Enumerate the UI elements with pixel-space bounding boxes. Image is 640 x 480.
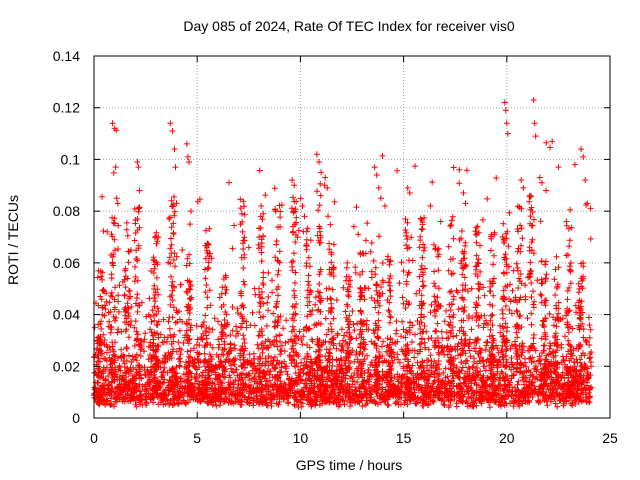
- data-point: [571, 161, 578, 168]
- data-point: [186, 221, 193, 228]
- y-tick-label: 0.04: [53, 307, 80, 323]
- data-point: [318, 169, 325, 176]
- plot-border: [93, 55, 611, 419]
- y-tick-label: 0.12: [53, 100, 80, 116]
- data-point: [491, 231, 498, 238]
- y-tick-label: 0.06: [53, 255, 80, 271]
- tick-labels: 0 5 10 15 20 25 0 0.02 0.04 0.06 0.08 0.1 0.12 0.14: [53, 48, 618, 446]
- data-point: [460, 190, 467, 197]
- data-point: [520, 184, 527, 191]
- y-axis-label: ROTI / TECUs: [5, 195, 21, 285]
- data-point: [114, 200, 121, 207]
- data-point: [437, 218, 444, 225]
- x-tick-label: 15: [396, 430, 412, 446]
- data-point: [113, 195, 120, 202]
- data-point: [355, 231, 362, 238]
- axes: [93, 55, 611, 419]
- data-point: [169, 127, 176, 134]
- roti-point-cloud: [91, 127, 595, 411]
- data-point: [530, 96, 537, 103]
- data-point: [543, 187, 550, 194]
- data-point: [502, 107, 509, 114]
- data-point: [136, 187, 143, 194]
- data-point: [578, 146, 585, 153]
- data-point: [532, 133, 539, 140]
- data-point: [580, 153, 587, 160]
- data-point: [167, 120, 174, 127]
- data-point: [518, 177, 525, 184]
- data-point: [109, 120, 116, 127]
- y-tick-label: 0.08: [53, 203, 80, 219]
- data-point: [324, 184, 331, 191]
- data-point: [299, 202, 306, 209]
- data-point: [555, 164, 562, 171]
- data-point: [260, 210, 267, 217]
- data-point: [183, 140, 190, 147]
- data-point: [382, 202, 389, 209]
- data-point: [404, 184, 411, 191]
- data-point: [406, 190, 413, 197]
- data-point: [237, 221, 244, 228]
- data-point: [375, 184, 382, 191]
- data-point: [536, 174, 543, 181]
- x-tick-label: 0: [90, 430, 98, 446]
- data-point: [184, 153, 191, 160]
- data-point: [315, 159, 322, 166]
- data-point: [258, 202, 265, 209]
- data-point: [239, 228, 246, 235]
- data-point: [301, 213, 308, 220]
- y-tick-label: 0.14: [53, 48, 80, 64]
- data-point: [427, 202, 434, 209]
- data-point: [582, 177, 589, 184]
- data-point: [289, 177, 296, 184]
- data-point: [134, 159, 141, 166]
- data-point: [503, 120, 510, 127]
- data-point: [501, 99, 508, 106]
- data-point: [584, 200, 591, 207]
- data-point: [185, 159, 192, 166]
- data-point: [504, 130, 511, 137]
- data-point: [111, 125, 118, 132]
- data-point: [291, 182, 298, 189]
- data-point: [245, 244, 252, 251]
- data-point: [171, 146, 178, 153]
- data-point: [313, 151, 320, 158]
- chart-title: Day 085 of 2024, Rate Of TEC Index for r…: [183, 18, 514, 34]
- data-point: [377, 195, 384, 202]
- data-point: [456, 166, 463, 173]
- data-points: [91, 96, 595, 411]
- data-point: [373, 171, 380, 178]
- x-tick-label: 25: [602, 430, 618, 446]
- data-point: [168, 197, 175, 204]
- x-tick-label: 20: [499, 430, 515, 446]
- data-point: [112, 164, 119, 171]
- data-point: [188, 208, 195, 215]
- data-point: [172, 164, 179, 171]
- data-point: [371, 164, 378, 171]
- data-point: [531, 120, 538, 127]
- data-point: [135, 164, 142, 171]
- data-point: [322, 174, 329, 181]
- y-tick-label: 0: [72, 410, 80, 426]
- data-point: [549, 138, 556, 145]
- x-tick-label: 10: [293, 430, 309, 446]
- data-point: [538, 179, 545, 186]
- y-tick-label: 0.1: [61, 151, 81, 167]
- x-tick-label: 5: [193, 430, 201, 446]
- data-point: [462, 200, 469, 207]
- y-tick-label: 0.02: [53, 358, 80, 374]
- x-axis-label: GPS time / hours: [296, 457, 403, 473]
